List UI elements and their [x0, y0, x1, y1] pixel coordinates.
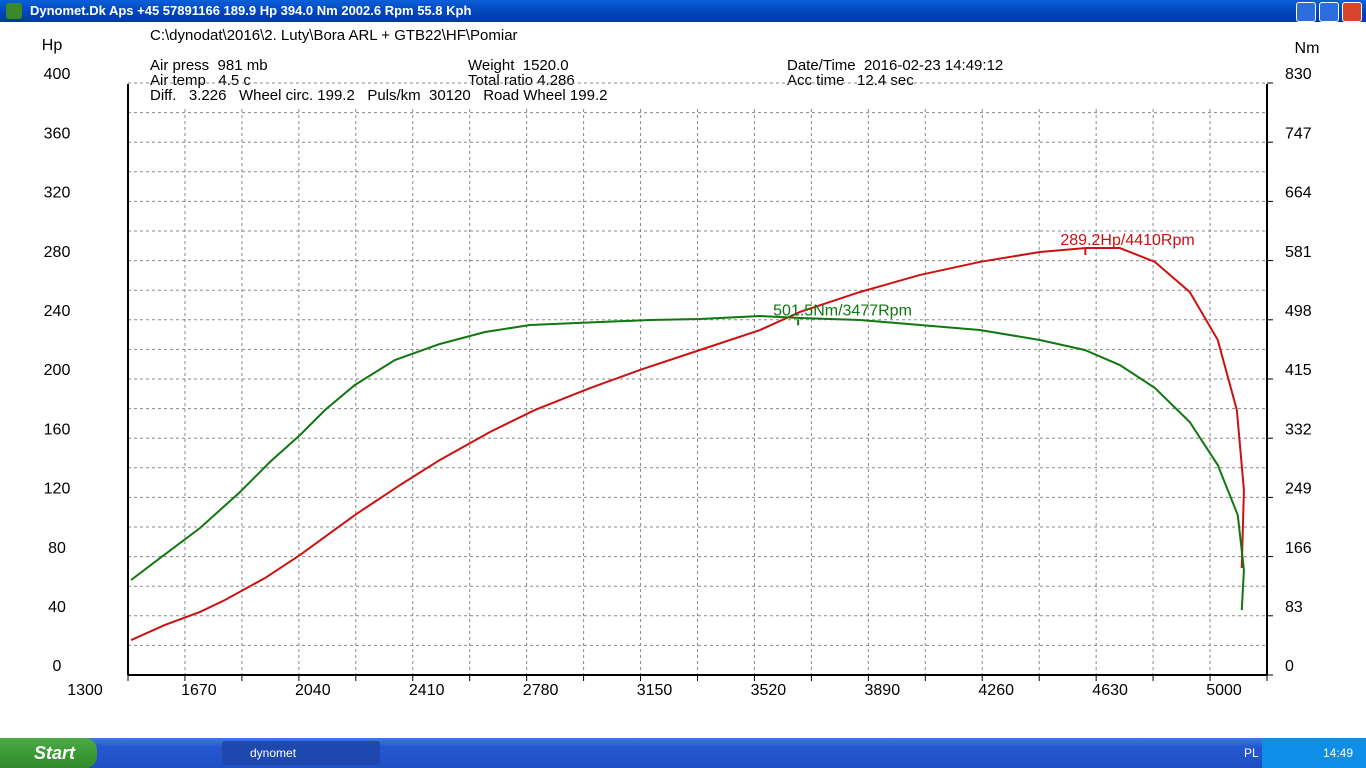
info-text: C:\dynodat\2016\2. Luty\Bora ARL + GTB22… — [150, 27, 518, 44]
peak-label: 289.2Hp/4410Rpm — [1060, 232, 1194, 249]
y2-tick-label: 747 — [1285, 125, 1312, 142]
title-bar: Dynomet.Dk Aps +45 57891166 189.9 Hp 394… — [0, 0, 1366, 22]
x-tick-label: 4630 — [1092, 682, 1128, 699]
y-tick-label: 400 — [44, 66, 71, 83]
window-title: Dynomet.Dk Aps +45 57891166 189.9 Hp 394… — [30, 3, 472, 18]
y2-axis-label: Nm — [1295, 40, 1320, 57]
minimize-button[interactable] — [1296, 2, 1316, 22]
info-text: Diff. 3.226 Wheel circ. 199.2 Puls/km 30… — [150, 87, 607, 104]
y-tick-label: 200 — [44, 362, 71, 379]
y-tick-label: 160 — [44, 421, 71, 438]
info-text: Air temp 4.5 c — [150, 72, 251, 89]
info-text: Air press 981 mb — [150, 57, 268, 74]
y2-tick-label: 166 — [1285, 540, 1312, 557]
y-tick-label: 120 — [44, 481, 71, 498]
y2-tick-label: 664 — [1285, 185, 1312, 202]
x-tick-label: 1300 — [67, 682, 103, 699]
x-tick-label: 2410 — [409, 682, 445, 699]
clock: 14:49 — [1323, 746, 1354, 760]
x-tick-label: 2780 — [523, 682, 559, 699]
y-tick-label: 240 — [44, 303, 71, 320]
x-tick-label: 3890 — [865, 682, 901, 699]
peak-label: 501.5Nm/3477Rpm — [773, 303, 912, 320]
y2-tick-label: 332 — [1285, 421, 1312, 438]
y2-tick-label: 581 — [1285, 244, 1312, 261]
y-tick-label: 320 — [44, 185, 71, 202]
x-tick-label: 4260 — [978, 682, 1014, 699]
x-tick-label: 5000 — [1206, 682, 1242, 699]
taskbar: Start dynomet PL 14:49 — [0, 738, 1366, 768]
y2-tick-label: 498 — [1285, 303, 1312, 320]
x-tick-label: 3150 — [637, 682, 673, 699]
info-text: Weight 1520.0 — [468, 57, 569, 74]
start-button[interactable]: Start — [0, 738, 97, 768]
close-button[interactable] — [1342, 2, 1362, 22]
y-tick-label: 80 — [48, 540, 66, 557]
app-icon — [6, 3, 22, 19]
y-tick-label: 40 — [48, 599, 66, 616]
chart: Hp Nm C:\dynodat\2016\2. Luty\Bora ARL +… — [42, 27, 1320, 699]
y2-tick-label: 0 — [1285, 658, 1294, 675]
x-tick-label: 3520 — [751, 682, 787, 699]
y2-tick-label: 83 — [1285, 599, 1303, 616]
series-line — [130, 315, 1245, 611]
info-text: Acc time 12.4 sec — [787, 72, 914, 89]
y2-tick-label: 249 — [1285, 481, 1312, 498]
info-text: Date/Time 2016-02-23 14:49:12 — [787, 57, 1003, 74]
system-tray — [1262, 738, 1366, 768]
y-tick-label: 0 — [53, 658, 62, 675]
info-text: Total ratio 4.286 — [468, 72, 575, 89]
y2-tick-label: 830 — [1285, 66, 1312, 83]
series-line — [130, 247, 1245, 641]
y-tick-label: 280 — [44, 244, 71, 261]
y-tick-label: 360 — [44, 125, 71, 142]
task-button[interactable]: dynomet — [222, 741, 380, 765]
language-indicator[interactable]: PL — [1244, 746, 1259, 760]
x-tick-label: 2040 — [295, 682, 331, 699]
x-tick-label: 1670 — [181, 682, 217, 699]
y2-tick-label: 415 — [1285, 362, 1312, 379]
maximize-button[interactable] — [1319, 2, 1339, 22]
y-axis-label: Hp — [42, 37, 63, 54]
